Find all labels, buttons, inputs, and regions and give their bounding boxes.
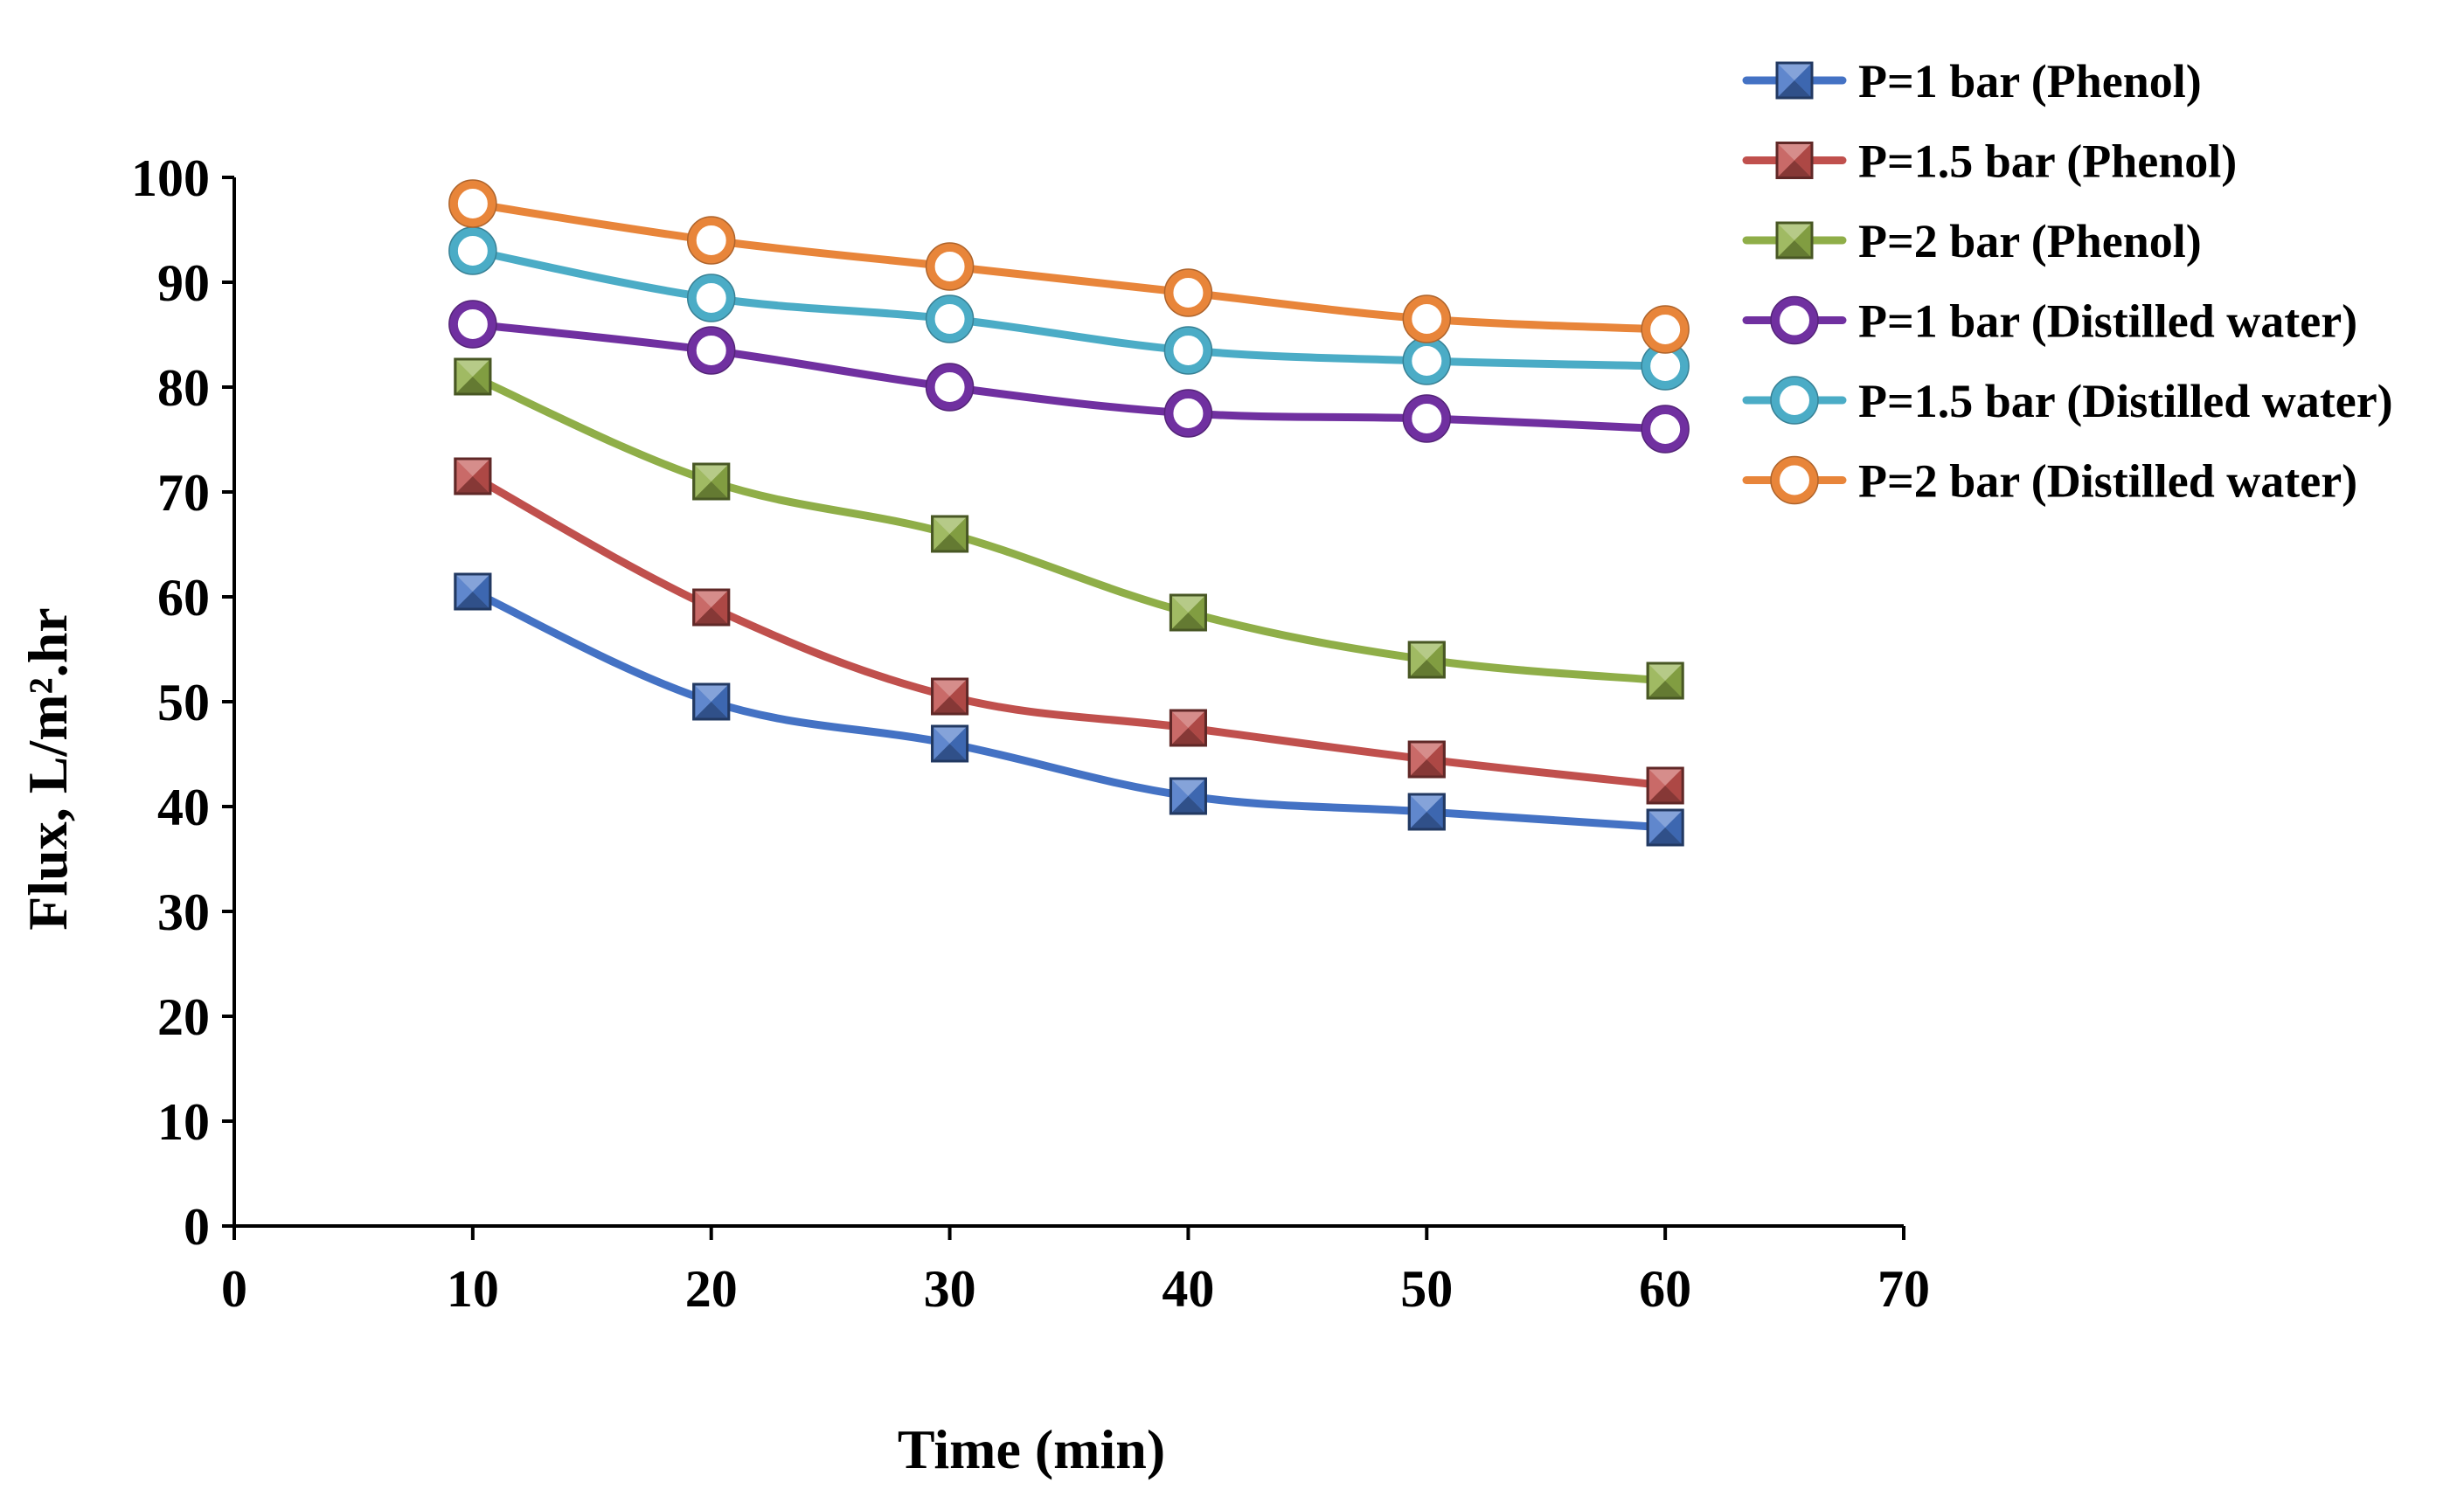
data-point — [931, 515, 969, 553]
data-point — [1641, 305, 1690, 354]
x-tick-label: 70 — [1877, 1260, 1930, 1318]
x-tick-label: 0 — [221, 1260, 247, 1318]
y-tick-label: 90 — [157, 254, 210, 312]
x-tick-label: 60 — [1639, 1260, 1691, 1318]
legend-label: P=1.5 bar (Distilled water) — [1858, 375, 2393, 427]
data-point — [448, 226, 497, 275]
data-point — [448, 179, 497, 228]
legend-item: P=2 bar (Distilled water) — [1742, 455, 2357, 508]
legend-label: P=2 bar (Phenol) — [1858, 215, 2202, 267]
series-line — [469, 587, 1669, 832]
data-point — [931, 677, 969, 716]
legend-item: P=2 bar (Phenol) — [1742, 215, 2202, 267]
series-line — [469, 199, 1669, 334]
series-layer — [448, 179, 1690, 847]
data-point — [925, 363, 975, 412]
data-point — [1169, 709, 1207, 747]
data-point — [686, 216, 736, 265]
legend-item: P=1.5 bar (Distilled water) — [1742, 375, 2393, 427]
y-tick-label: 0 — [184, 1198, 210, 1256]
series-4 — [448, 300, 1690, 454]
legend-swatch-marker — [1775, 61, 1814, 100]
data-point — [454, 357, 492, 396]
legend: P=1 bar (Phenol) P=1.5 bar (Phenol) P=2 ba… — [1742, 55, 2393, 508]
legend-label: P=2 bar (Distilled water) — [1858, 455, 2357, 508]
legend-swatch-marker — [1770, 295, 1819, 345]
data-point — [1646, 661, 1684, 700]
data-point — [454, 457, 492, 495]
legend-label: P=1 bar (Distilled water) — [1858, 295, 2357, 348]
data-point — [1641, 405, 1690, 454]
series-1 — [454, 572, 1684, 847]
data-point — [692, 682, 731, 721]
data-point — [1407, 740, 1446, 779]
y-axis-title: Flux, L/m².hr — [17, 607, 79, 930]
series-line — [469, 372, 1669, 685]
data-point — [1163, 389, 1213, 438]
data-point — [931, 724, 969, 763]
data-point — [925, 242, 975, 291]
data-point — [1402, 336, 1452, 385]
legend-item: P=1 bar (Phenol) — [1742, 55, 2202, 107]
x-axis-title: Time (min) — [898, 1418, 1165, 1480]
y-tick-label: 20 — [157, 988, 210, 1046]
data-point — [1646, 766, 1684, 805]
x-tick-label: 50 — [1400, 1260, 1453, 1318]
series-6 — [448, 179, 1690, 354]
data-point — [1163, 268, 1213, 317]
legend-label: P=1.5 bar (Phenol) — [1858, 135, 2237, 188]
series-line — [469, 472, 1669, 790]
data-point — [1402, 294, 1452, 343]
legend-swatch-marker — [1770, 455, 1819, 505]
y-tick-label: 80 — [157, 359, 210, 417]
legend-swatch-marker — [1775, 142, 1814, 179]
data-point — [1169, 593, 1207, 632]
series-line — [469, 246, 1669, 371]
data-point — [454, 572, 492, 611]
data-point — [1407, 641, 1446, 679]
data-point — [1169, 777, 1207, 815]
y-tick-label: 30 — [157, 883, 210, 941]
series-3 — [454, 357, 1684, 700]
y-tick-label: 50 — [157, 674, 210, 731]
y-tick-label: 40 — [157, 779, 210, 836]
legend-label: P=1 bar (Phenol) — [1858, 55, 2202, 107]
legend-swatch-marker — [1775, 221, 1814, 260]
x-tick-label: 30 — [924, 1260, 976, 1318]
data-point — [1646, 808, 1684, 847]
data-point — [1163, 326, 1213, 375]
y-tick-label: 70 — [157, 464, 210, 522]
data-point — [1402, 394, 1452, 443]
y-tick-label: 60 — [157, 569, 210, 627]
data-point — [686, 326, 736, 375]
data-point — [686, 274, 736, 322]
data-point — [692, 588, 731, 627]
axes: 0 10 20 30 40 50 60 70 80 90 100 0 10 20 30 40 50 60 70 — [131, 149, 1930, 1318]
x-tick-label: 40 — [1162, 1260, 1214, 1318]
legend-item: P=1.5 bar (Phenol) — [1742, 135, 2237, 188]
data-point — [448, 300, 497, 349]
data-point — [925, 294, 975, 343]
series-2 — [454, 457, 1684, 805]
legend-swatch-marker — [1770, 376, 1819, 425]
data-point — [692, 462, 731, 501]
series-line — [469, 320, 1669, 433]
series-5 — [448, 226, 1690, 391]
x-tick-label: 10 — [447, 1260, 499, 1318]
data-point — [1407, 793, 1446, 831]
y-tick-label: 100 — [131, 149, 210, 207]
y-tick-label: 10 — [157, 1093, 210, 1151]
x-tick-label: 20 — [685, 1260, 738, 1318]
legend-item: P=1 bar (Distilled water) — [1742, 295, 2357, 348]
